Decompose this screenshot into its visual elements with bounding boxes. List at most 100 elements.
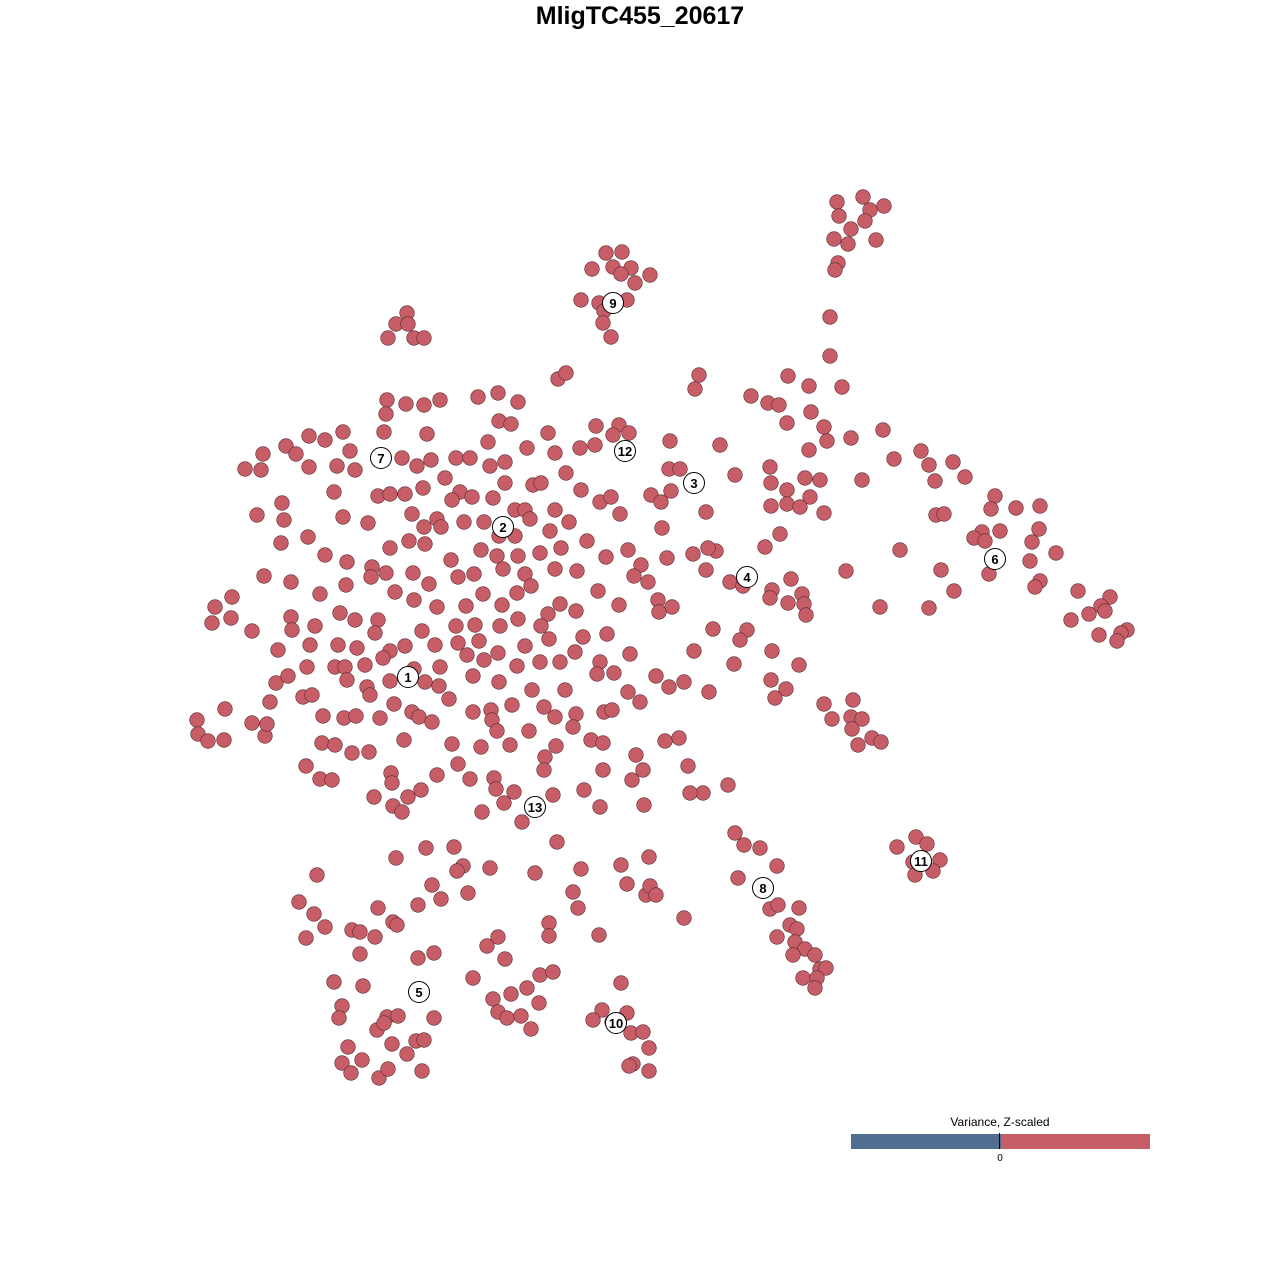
- data-point: [448, 618, 464, 634]
- data-point: [671, 730, 687, 746]
- data-point: [798, 607, 814, 623]
- data-point: [648, 887, 664, 903]
- data-point: [595, 315, 611, 331]
- cluster-label-text: 10: [609, 1016, 623, 1031]
- data-point: [589, 666, 605, 682]
- data-point: [405, 565, 421, 581]
- data-point: [467, 617, 483, 633]
- data-point: [317, 919, 333, 935]
- data-point: [613, 857, 629, 873]
- data-point: [547, 709, 563, 725]
- data-point: [857, 213, 873, 229]
- data-point: [826, 231, 842, 247]
- data-point: [785, 947, 801, 963]
- data-point: [547, 561, 563, 577]
- data-point: [492, 618, 508, 634]
- data-point: [552, 654, 568, 670]
- data-point: [875, 422, 891, 438]
- data-point: [342, 443, 358, 459]
- data-point: [370, 900, 386, 916]
- cluster-label-11: 11: [910, 850, 932, 872]
- data-point: [567, 644, 583, 660]
- data-point: [397, 486, 413, 502]
- cluster-label-badge: [984, 548, 1006, 570]
- data-point: [300, 529, 316, 545]
- data-point: [497, 475, 513, 491]
- data-point: [987, 488, 1003, 504]
- cluster-label-badge: [602, 292, 624, 314]
- data-point: [204, 615, 220, 631]
- data-point: [792, 499, 808, 515]
- data-point: [598, 245, 614, 261]
- data-point: [536, 762, 552, 778]
- data-point: [224, 589, 240, 605]
- data-point: [549, 834, 565, 850]
- data-point: [743, 388, 759, 404]
- data-point: [517, 638, 533, 654]
- data-point: [355, 978, 371, 994]
- data-point: [304, 687, 320, 703]
- data-point: [465, 668, 481, 684]
- data-point: [812, 472, 828, 488]
- data-point: [752, 840, 768, 856]
- data-point: [475, 586, 491, 602]
- cluster-label-badge: [370, 447, 392, 469]
- data-point: [301, 459, 317, 475]
- data-point: [762, 590, 778, 606]
- data-point: [664, 599, 680, 615]
- data-point: [957, 469, 973, 485]
- data-point: [542, 523, 558, 539]
- data-point: [458, 598, 474, 614]
- data-point: [552, 596, 568, 612]
- data-point: [537, 749, 553, 765]
- data-point: [1032, 498, 1048, 514]
- data-point: [541, 915, 557, 931]
- data-point: [686, 643, 702, 659]
- data-point: [672, 461, 688, 477]
- data-point: [302, 637, 318, 653]
- data-point: [429, 599, 445, 615]
- data-point: [415, 480, 431, 496]
- data-point: [376, 1015, 392, 1031]
- data-point: [687, 381, 703, 397]
- data-point: [426, 945, 442, 961]
- data-point: [394, 450, 410, 466]
- data-point: [763, 498, 779, 514]
- data-point: [399, 1046, 415, 1062]
- data-point: [396, 732, 412, 748]
- data-point: [514, 814, 530, 830]
- data-point: [488, 781, 504, 797]
- data-point: [779, 496, 795, 512]
- data-point: [464, 489, 480, 505]
- data-point: [599, 626, 615, 642]
- data-point: [584, 261, 600, 277]
- data-point: [306, 906, 322, 922]
- data-point: [840, 236, 856, 252]
- data-point: [641, 1063, 657, 1079]
- data-point: [217, 701, 233, 717]
- data-point: [604, 702, 620, 718]
- data-point: [278, 438, 294, 454]
- data-point: [565, 884, 581, 900]
- data-point: [613, 266, 629, 282]
- cluster-label-badge: [910, 850, 932, 872]
- data-point: [388, 850, 404, 866]
- cluster-label-badge: [614, 440, 636, 462]
- cluster-label-2: 2: [492, 516, 514, 538]
- data-point: [473, 542, 489, 558]
- data-point: [482, 458, 498, 474]
- data-point: [417, 674, 433, 690]
- data-point: [443, 552, 459, 568]
- data-point: [390, 1008, 406, 1024]
- data-point: [237, 461, 253, 477]
- data-point: [779, 415, 795, 431]
- legend-title: Variance, Z-scaled: [950, 1115, 1050, 1129]
- data-point: [476, 652, 492, 668]
- data-point: [216, 732, 232, 748]
- data-point: [417, 536, 433, 552]
- cluster-label-text: 13: [528, 800, 542, 815]
- data-point: [590, 583, 606, 599]
- data-point: [789, 921, 805, 937]
- data-point: [626, 568, 642, 584]
- data-point: [495, 561, 511, 577]
